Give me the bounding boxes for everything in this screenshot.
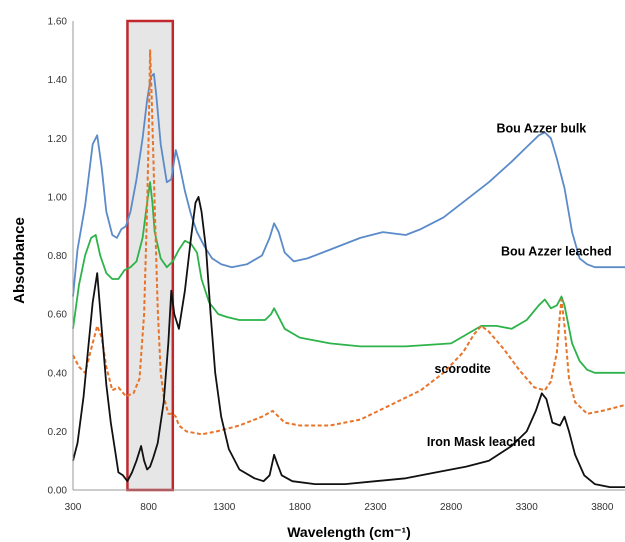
y-axis-title: Absorbance xyxy=(11,217,28,304)
series-label-0: Bou Azzer bulk xyxy=(496,121,586,135)
x-axis-title: Wavelength (cm⁻¹) xyxy=(287,524,411,540)
y-tick-label: 1.40 xyxy=(48,75,68,86)
series-line-0 xyxy=(72,72,625,297)
y-tick-label: 1.60 xyxy=(48,17,68,28)
x-tick-label: 2300 xyxy=(364,502,387,513)
series-label-3: Iron Mask leached xyxy=(427,435,535,449)
x-tick-label: 3300 xyxy=(516,502,539,513)
x-tick-label: 800 xyxy=(140,502,157,513)
y-tick-label: 1.00 xyxy=(48,192,68,203)
y-tick-label: 0.20 xyxy=(48,427,68,438)
series-layer xyxy=(72,49,625,488)
series-line-1 xyxy=(72,181,625,374)
series-line-2 xyxy=(72,49,625,436)
x-tick-label: 2800 xyxy=(440,502,463,513)
x-tick-label: 300 xyxy=(65,502,82,513)
x-tick-label: 1800 xyxy=(289,502,312,513)
y-tick-label: 0.80 xyxy=(48,251,68,262)
series-label-2: scorodite xyxy=(434,362,490,376)
ticks-layer: 300 800 1300 1800 2300 2800 3300 3800 0.00 0.20 0.… xyxy=(48,17,614,514)
y-tick-label: 1.20 xyxy=(48,134,68,145)
y-tick-label: 0.60 xyxy=(48,310,68,321)
x-tick-label: 1300 xyxy=(213,502,236,513)
highlight-region xyxy=(126,19,175,492)
y-tick-label: 0.40 xyxy=(48,368,68,379)
series-line-3 xyxy=(72,196,625,488)
labels-layer: Bou Azzer bulk Bou Azzer leached scorodite… xyxy=(427,121,612,449)
x-tick-label: 3800 xyxy=(591,502,614,513)
y-tick-label: 0.00 xyxy=(48,486,68,497)
series-label-1: Bou Azzer leached xyxy=(501,245,612,259)
